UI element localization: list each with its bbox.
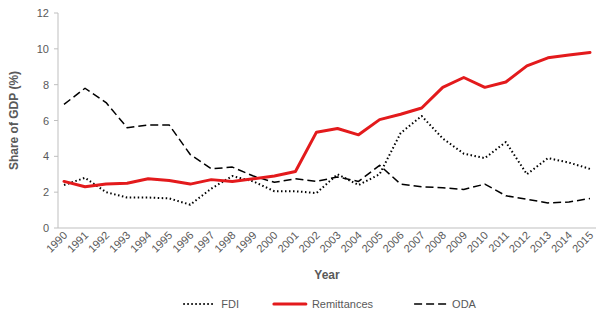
x-tick-label: 1990 [44, 229, 70, 255]
x-tick-label: 1995 [149, 229, 175, 255]
y-tick [54, 120, 58, 121]
x-tick-label: 2005 [359, 229, 385, 255]
x-tick-label: 1993 [107, 229, 133, 255]
legend-swatch [414, 303, 446, 305]
y-tick-label: 12 [37, 7, 49, 19]
y-tick [54, 156, 58, 157]
x-tick-label: 1996 [170, 229, 196, 255]
x-tick-label: 2009 [443, 229, 469, 255]
x-tick-label: 2007 [401, 229, 427, 255]
y-tick-label: 0 [43, 222, 49, 234]
x-tick-label: 2006 [380, 229, 406, 255]
plot-area [64, 52, 590, 204]
series-line [64, 52, 590, 186]
legend-swatch [183, 303, 215, 305]
x-tick-label: 2004 [338, 229, 364, 255]
x-tick-label: 2011 [486, 229, 511, 254]
y-tick [54, 192, 58, 193]
series-line [64, 88, 590, 203]
y-tick [54, 48, 58, 49]
x-tick-label: 1998 [212, 229, 238, 255]
x-tick-label: 1994 [128, 229, 154, 255]
x-tick-label: 1992 [86, 229, 112, 255]
legend-swatch [274, 303, 306, 306]
legend-label: ODA [452, 298, 477, 310]
x-tick-label: 2003 [317, 229, 343, 255]
y-tick [54, 228, 58, 229]
y-tick [54, 13, 58, 14]
x-tick-label: 2014 [549, 229, 575, 255]
x-tick-label: 1997 [191, 229, 217, 255]
y-tick-label: 10 [37, 43, 49, 55]
chart-svg: 0246810121990199119921993199419951996199… [0, 0, 600, 318]
x-tick-label: 2008 [422, 229, 448, 255]
x-tick-label: 2000 [254, 229, 280, 255]
x-tick-label: 2001 [275, 229, 301, 255]
y-tick-label: 8 [43, 79, 49, 91]
y-tick-label: 4 [43, 150, 49, 162]
x-tick-label: 2012 [506, 229, 532, 255]
legend: FDI Remittances ODA [183, 298, 476, 310]
chart-container: 0246810121990199119921993199419951996199… [0, 0, 600, 318]
x-tick-label: 1991 [65, 229, 91, 255]
x-axis-line [58, 228, 596, 229]
legend-label: Remittances [312, 298, 374, 310]
x-tick-label: 1999 [233, 229, 259, 255]
x-axis-title: Year [314, 268, 340, 282]
y-axis-title: Share of GDP (%) [7, 71, 21, 170]
x-tick-label: 2015 [570, 229, 596, 255]
y-tick [54, 84, 58, 85]
x-tick-label: 2002 [296, 229, 322, 255]
legend-label: FDI [221, 298, 239, 310]
y-tick-label: 2 [43, 186, 49, 198]
y-tick-label: 6 [43, 115, 49, 127]
x-tick-label: 2013 [528, 229, 554, 255]
x-tick-label: 2010 [464, 229, 490, 255]
